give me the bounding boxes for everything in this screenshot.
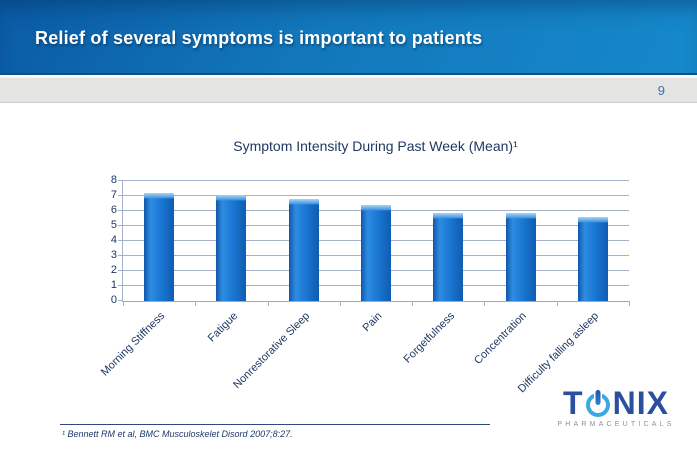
bar-slot: Fatigue: [195, 181, 267, 344]
y-axis-tick: [118, 210, 123, 211]
x-axis-tick: [556, 301, 558, 306]
bar: [288, 199, 319, 301]
bar-slot: Pain: [340, 181, 412, 334]
bar: [144, 193, 175, 301]
bar: [216, 194, 247, 301]
bar: [433, 212, 464, 301]
bar-slot: Forgetfulness: [401, 181, 484, 366]
bar-slot: Nonrestorative Sleep: [231, 181, 340, 391]
power-icon: [585, 389, 611, 417]
bar-slot: Concentration: [472, 181, 556, 367]
y-axis-label: 6: [110, 204, 117, 216]
y-axis-tick: [118, 195, 123, 196]
chart-title: Symptom Intensity During Past Week (Mean…: [233, 138, 518, 154]
y-axis-tick: [118, 255, 123, 256]
bar: [577, 217, 608, 301]
y-axis-tick: [118, 240, 123, 241]
x-axis-tick: [123, 301, 124, 306]
footer-divider: [60, 424, 490, 425]
y-axis-label: 8: [110, 174, 117, 186]
x-axis-tick: [195, 301, 197, 306]
slide-title: Relief of several symptoms is important …: [35, 28, 483, 48]
y-axis-tick: [118, 285, 123, 286]
category-label: Fatigue: [205, 310, 240, 345]
page-number-bar: 9: [0, 77, 697, 103]
y-axis-tick: [118, 180, 123, 181]
y-axis-tick: [118, 300, 123, 301]
x-axis-tick: [629, 301, 630, 306]
bar-slot: Difficulty falling asleep: [516, 181, 629, 395]
logo-letters-nix: NIX: [612, 385, 669, 421]
bar-slot: Morning Stiffness: [99, 181, 195, 378]
logo-wordmark: T NIX: [563, 385, 669, 421]
citation: ¹ Bennett RM et al, BMC Musculoskelet Di…: [62, 429, 293, 439]
gridline: [123, 195, 629, 196]
category-label: Concentration: [472, 310, 530, 367]
bars-row: Morning Stiffness Fatigue Nonrestorative S…: [99, 181, 629, 395]
y-axis-tick: [118, 270, 123, 271]
y-axis-labels: 0 1 2 3 4 5 6 7 8: [91, 175, 117, 306]
y-axis-label: 4: [110, 234, 117, 246]
x-axis-tick: [339, 301, 341, 306]
y-axis-label: 1: [110, 279, 117, 291]
category-label: Forgetfulness: [401, 310, 457, 366]
category-label: Morning Stiffness: [99, 310, 168, 379]
y-axis-label: 5: [110, 219, 117, 231]
category-label: Pain: [360, 310, 385, 335]
category-label: Difficulty falling asleep: [516, 310, 602, 396]
y-axis-label: 0: [110, 294, 117, 306]
x-axis-tick: [267, 301, 269, 306]
y-axis-label: 7: [110, 189, 117, 201]
y-axis-tick: [118, 225, 123, 226]
x-axis-tick: [412, 301, 414, 306]
y-axis-label: 2: [110, 264, 117, 276]
y-axis-label: 3: [110, 249, 117, 261]
bar: [360, 205, 391, 301]
logo-letter-t: T: [563, 385, 584, 421]
bar: [505, 212, 536, 301]
logo-subtitle: PHARMACEUTICALS: [557, 421, 675, 428]
gridline: [123, 180, 629, 181]
tonix-logo: T NIX PHARMACEUTICALS: [547, 385, 685, 428]
slide-header: Relief of several symptoms is important …: [0, 0, 697, 75]
x-axis-tick: [484, 301, 486, 306]
category-label: Nonrestorative Sleep: [231, 310, 313, 392]
power-stem: [595, 389, 601, 405]
plot-area: 0 1 2 3 4 5 6 7 8 Morning Stiffness Fatigue Nonres…: [99, 175, 630, 395]
page-number: 9: [657, 83, 665, 98]
